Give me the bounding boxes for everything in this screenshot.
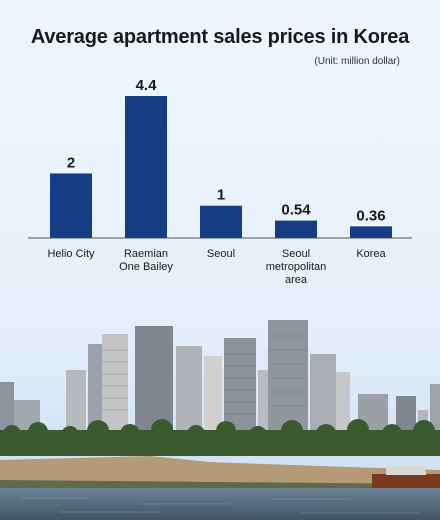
bar-chart: 2 4.4 1 0.54 0.36 Helio City Raemian One Baile… [28, 77, 412, 286]
bars-group [50, 96, 392, 238]
bar-3 [275, 220, 317, 238]
value-label-3: 0.54 [281, 202, 311, 219]
unit-note: (Unit: million dollar) [314, 56, 400, 67]
category-label-3: Seoul metropolitan area [266, 248, 327, 286]
category-label-2: Seoul [207, 248, 235, 260]
riverbank [0, 456, 440, 486]
category-labels-group: Helio City Raemian One Bailey Seoul Seoul met… [47, 248, 386, 286]
bar-4 [350, 226, 392, 238]
value-label-4: 0.36 [356, 207, 385, 224]
value-labels-group: 2 4.4 1 0.54 0.36 [67, 77, 386, 224]
category-label-1: Raemian One Bailey [119, 248, 173, 273]
bar-1 [125, 96, 167, 238]
value-label-0: 2 [67, 154, 75, 171]
value-label-1: 4.4 [136, 77, 158, 94]
bar-2 [200, 205, 242, 238]
trees [0, 419, 440, 456]
value-label-2: 1 [217, 187, 225, 204]
chart-title: Average apartment sales prices in Korea [30, 26, 410, 48]
chart-panel: Average apartment sales prices in Korea … [0, 0, 440, 300]
boat [372, 466, 440, 488]
category-label-0: Helio City [47, 248, 95, 260]
category-label-4: Korea [356, 248, 386, 260]
bar-0 [50, 173, 92, 238]
city-skyline-photo [0, 300, 440, 520]
